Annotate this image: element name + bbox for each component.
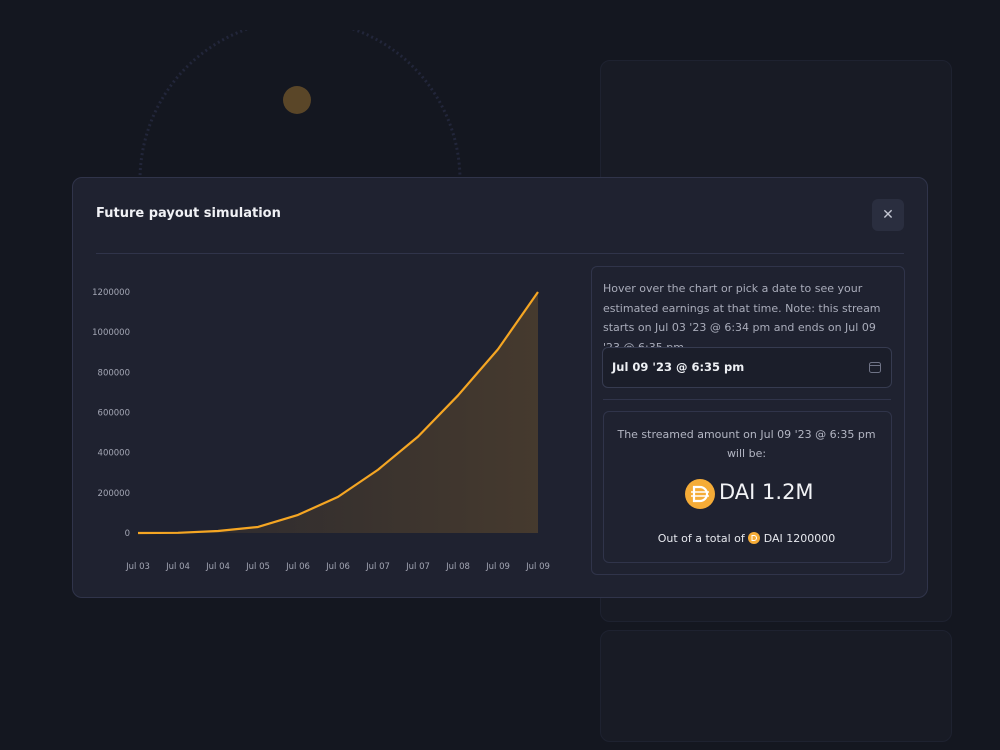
- date-input[interactable]: [602, 347, 892, 388]
- info-panel: [591, 266, 905, 575]
- calendar-icon[interactable]: [868, 360, 882, 374]
- x-tick-label: Jul 07: [405, 562, 430, 572]
- x-tick-label: Jul 07: [365, 562, 390, 572]
- x-tick-label: Jul 09: [525, 562, 550, 572]
- y-tick-label: 600000: [98, 409, 130, 419]
- dai-icon-small: [748, 532, 761, 544]
- y-tick-label: 800000: [98, 368, 130, 378]
- result-box: [603, 411, 892, 563]
- y-tick-label: 0: [125, 529, 130, 539]
- total-line: Out of a total of DAI 1200000: [603, 532, 890, 545]
- total-value: DAI 1200000: [763, 532, 836, 545]
- chart[interactable]: 0 200000 400000 600000 800000 1000000 1200000 J…: [90, 270, 570, 590]
- x-tick-label: Jul 09: [485, 562, 510, 572]
- y-tick-label: 1200000: [92, 288, 130, 298]
- x-tick-label: Jul 04: [165, 562, 190, 572]
- background-panel: [600, 630, 952, 742]
- x-tick-label: Jul 03: [125, 562, 150, 572]
- description: Hover over the chart or pick a date to s…: [603, 282, 881, 354]
- result-amount: DAI 1.2M: [719, 480, 814, 504]
- line: [137, 291, 539, 535]
- x-tick-label: Jul 06: [325, 562, 350, 572]
- x-tick-label: Jul 06: [285, 562, 310, 572]
- close-button[interactable]: ✕: [872, 199, 904, 231]
- y-tick-label: 200000: [98, 489, 130, 499]
- x-tick-label: Jul 05: [245, 562, 270, 572]
- divider: [603, 399, 891, 400]
- total-prefix: Out of a total of: [657, 532, 745, 545]
- result-caption: The streamed amount on Jul 09 '23 @ 6:35…: [617, 428, 876, 460]
- y-tick-label: 400000: [98, 449, 130, 459]
- modal-title: Future payout simulation: [96, 206, 281, 221]
- background-ring: [138, 30, 462, 180]
- x-tick-label: Jul 04: [205, 562, 230, 572]
- dai-icon: [685, 479, 715, 509]
- area: [138, 292, 538, 533]
- y-tick-label: 1000000: [92, 328, 130, 338]
- date-value[interactable]: Jul 09 '23 @ 6:35 pm: [612, 360, 745, 374]
- divider: [96, 253, 904, 254]
- x-tick-label: Jul 08: [445, 562, 470, 572]
